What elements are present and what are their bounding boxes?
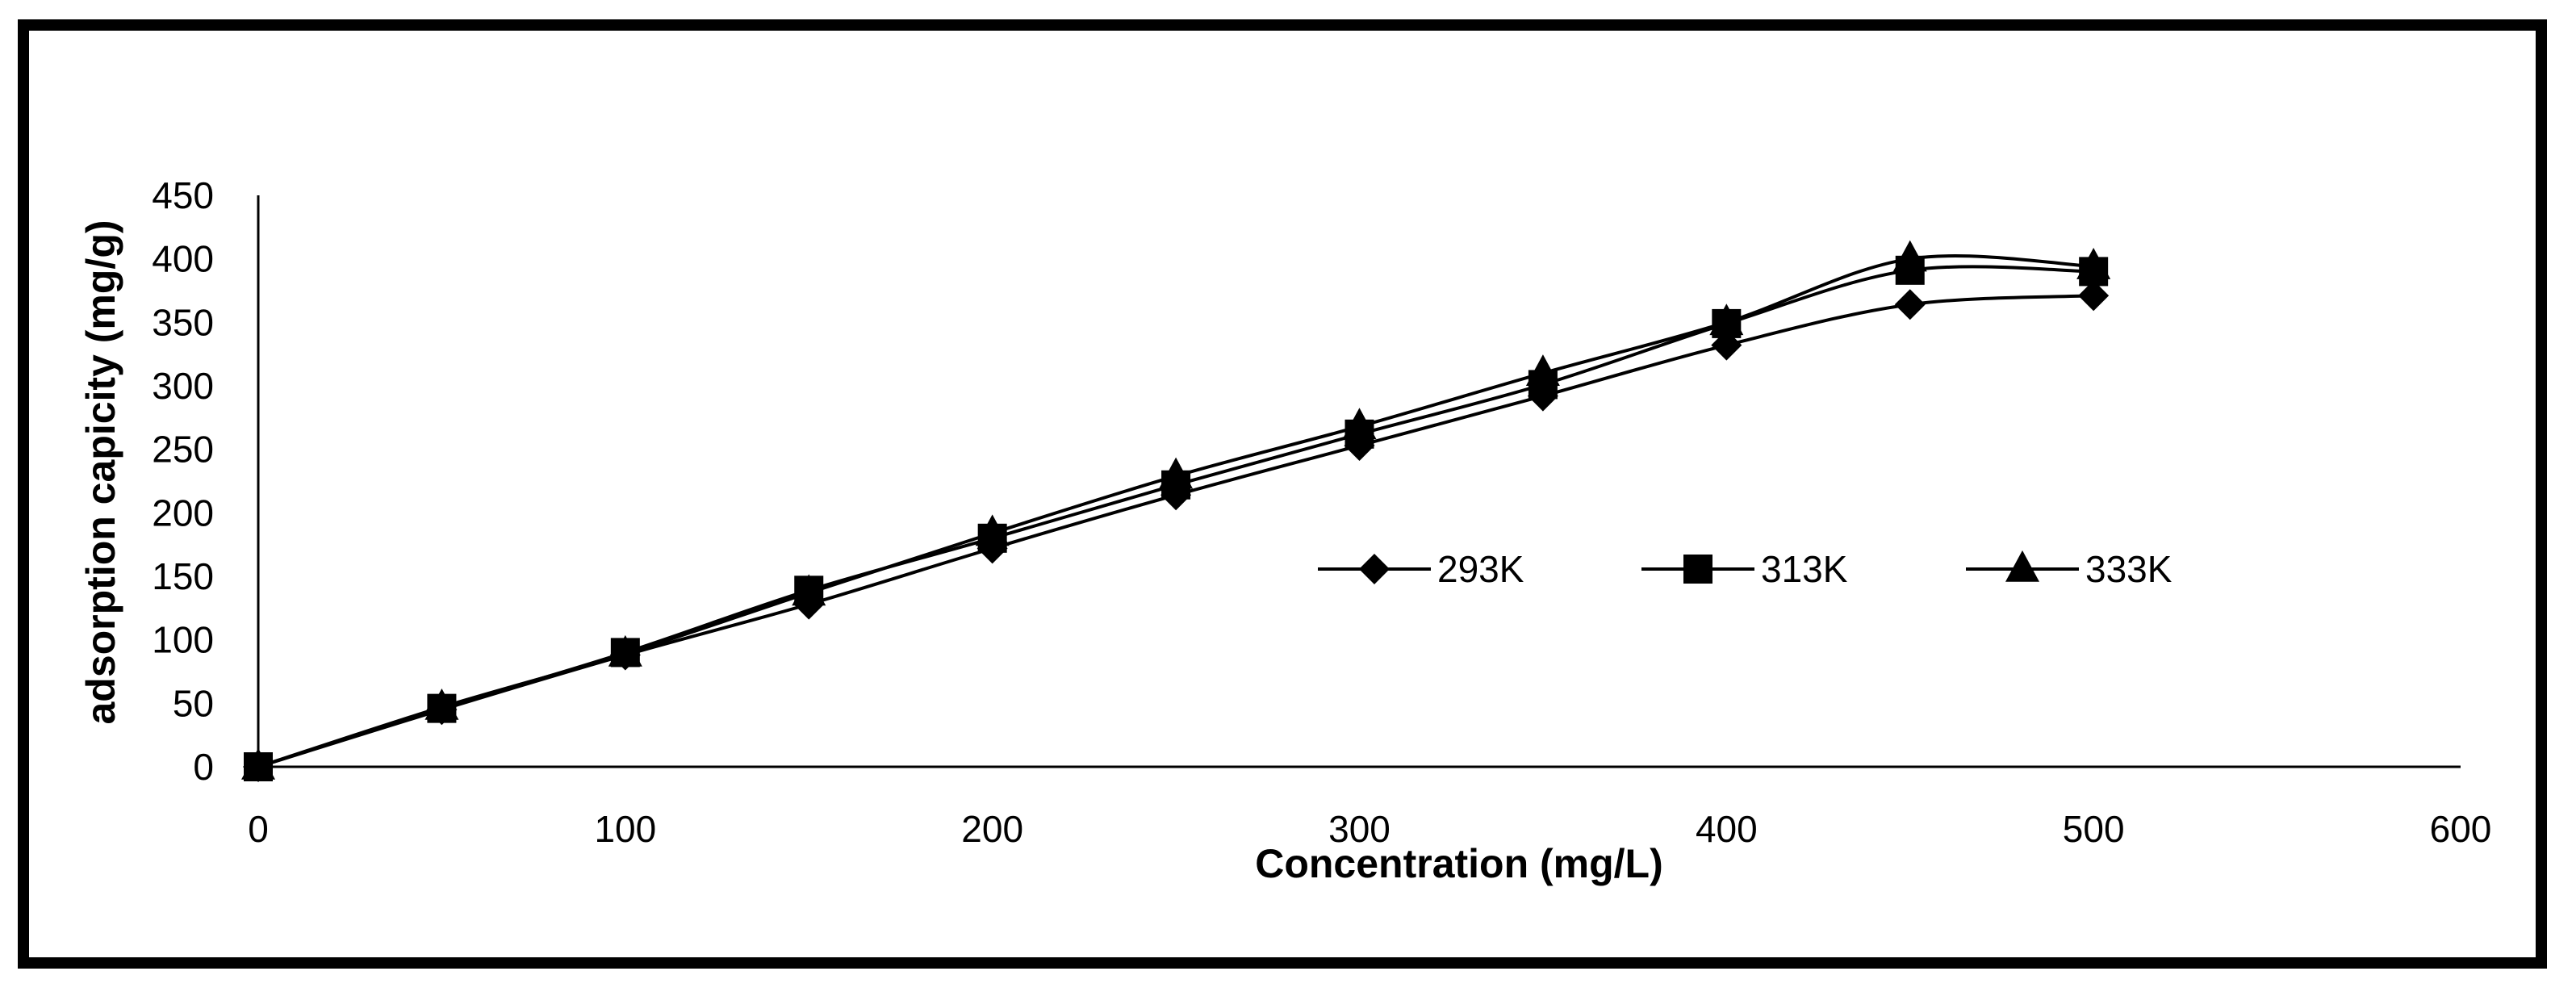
legend-marker-333K — [2005, 550, 2039, 582]
axes — [257, 195, 2461, 768]
data-point-313K — [1895, 255, 1925, 285]
legend-marker-293K — [1359, 554, 1390, 584]
legend: 293K 313K 333K — [1318, 548, 2172, 590]
legend-label-293K: 293K — [1437, 548, 1524, 590]
x-tick-label: 100 — [594, 808, 656, 850]
legend-label-333K: 333K — [2085, 548, 2172, 590]
y-tick-label: 0 — [193, 746, 214, 788]
series-markers — [241, 240, 2111, 782]
data-point-293K — [976, 533, 1008, 564]
data-point-293K — [243, 751, 274, 782]
x-tick-label: 500 — [2063, 808, 2125, 850]
x-axis-title: Concentration (mg/L) — [1255, 841, 1663, 886]
x-tick-label: 200 — [961, 808, 1023, 850]
data-point-293K — [1894, 289, 1926, 320]
y-tick-label: 150 — [152, 555, 214, 597]
legend-label-313K: 313K — [1761, 548, 1848, 590]
y-tick-labels: 0 50 100 150 200 250 300 350 400 450 — [152, 174, 214, 788]
y-tick-label: 100 — [152, 619, 214, 661]
series-lines — [257, 254, 2094, 768]
x-tick-label: 600 — [2430, 808, 2492, 850]
series-line-333K — [257, 254, 2094, 768]
y-tick-label: 400 — [152, 238, 214, 280]
x-tick-labels: 0 100 200 300 400 500 600 — [248, 808, 2491, 850]
data-point-293K — [1711, 329, 1742, 361]
series-line-293K — [257, 294, 2094, 768]
y-tick-label: 300 — [152, 365, 214, 407]
legend-item-333K: 333K — [1966, 548, 2172, 590]
data-point-293K — [426, 694, 458, 726]
legend-marker-313K — [1683, 555, 1712, 584]
x-tick-label: 400 — [1696, 808, 1758, 850]
y-tick-label: 200 — [152, 492, 214, 534]
series-line-313K — [257, 265, 2094, 768]
data-point-293K — [2078, 280, 2110, 312]
y-tick-label: 350 — [152, 301, 214, 343]
y-tick-label: 50 — [173, 682, 214, 724]
data-point-293K — [609, 639, 641, 671]
data-point-293K — [1160, 479, 1192, 511]
x-tick-label: 300 — [1328, 808, 1390, 850]
y-tick-label: 250 — [152, 429, 214, 471]
chart-frame — [18, 19, 2547, 969]
data-point-293K — [1344, 429, 1375, 461]
data-point-293K — [1527, 380, 1558, 412]
legend-item-313K: 313K — [1641, 548, 1848, 590]
legend-item-293K: 293K — [1318, 548, 1524, 590]
x-tick-label: 0 — [248, 808, 269, 850]
y-tick-label: 450 — [152, 174, 214, 216]
y-axis-title: adsorption capicity (mg/g) — [78, 220, 123, 724]
data-point-293K — [793, 588, 825, 620]
